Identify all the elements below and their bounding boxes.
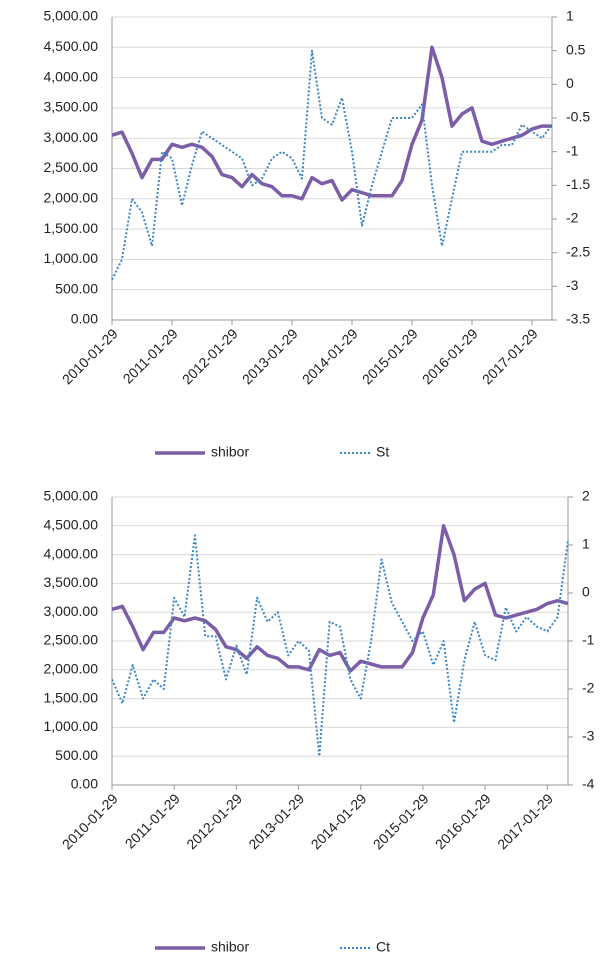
y2-tick-label: -3.5	[566, 311, 590, 327]
y2-tick-label: -1.5	[566, 176, 590, 192]
y-tick-label: 0.00	[71, 311, 98, 327]
y2-tick-label: -2.5	[566, 243, 590, 259]
y2-tick-label: 2	[582, 488, 590, 504]
y2-tick-label: -0.5	[566, 109, 590, 125]
x-tick-label: 2014-01-29	[308, 790, 370, 852]
x-tick-label: 2013-01-29	[239, 325, 301, 387]
series-line	[111, 45, 552, 202]
y2-tick-label: -2	[566, 210, 579, 226]
y-tick-label: 0.00	[71, 776, 98, 792]
y2-tick-label: 0	[566, 75, 574, 91]
x-tick-label: 2010-01-29	[59, 325, 121, 387]
x-tick-label: 2017-01-29	[479, 325, 541, 387]
y2-tick-label: 1	[566, 8, 574, 24]
x-tick-label: 2017-01-29	[494, 790, 556, 852]
y2-tick-label: -3	[566, 277, 579, 293]
x-tick-label: 2012-01-29	[179, 325, 241, 387]
y-tick-label: 2,500.00	[44, 159, 99, 175]
x-tick-label: 2012-01-29	[183, 790, 245, 852]
y2-tick-label: -1	[566, 142, 579, 158]
y-tick-label: 4,500.00	[44, 517, 99, 533]
y-tick-label: 1,500.00	[44, 220, 99, 236]
y-tick-label: 4,000.00	[44, 545, 99, 561]
y2-tick-label: -3	[582, 728, 595, 744]
y2-tick-label: -4	[582, 776, 595, 792]
x-tick-label: 2015-01-29	[359, 325, 421, 387]
y-tick-label: 5,000.00	[44, 8, 99, 24]
series-line	[111, 534, 569, 758]
y-tick-label: 3,500.00	[44, 99, 99, 115]
y2-tick-label: 0	[582, 584, 590, 600]
y-tick-label: 500.00	[55, 280, 98, 296]
y-tick-label: 2,500.00	[44, 632, 99, 648]
y-tick-label: 2,000.00	[44, 661, 99, 677]
x-tick-label: 2016-01-29	[419, 325, 481, 387]
y2-tick-label: -2	[582, 680, 595, 696]
y-tick-label: 1,000.00	[44, 718, 99, 734]
y-tick-label: 4,500.00	[44, 38, 99, 54]
x-tick-label: 2011-01-29	[122, 790, 183, 851]
y2-tick-label: 0.5	[566, 41, 586, 57]
y-tick-label: 1,000.00	[44, 250, 99, 266]
x-tick-label: 2013-01-29	[245, 790, 307, 852]
y-tick-label: 1,500.00	[44, 689, 99, 705]
legend-label: Ct	[376, 939, 390, 955]
x-tick-label: 2014-01-29	[299, 325, 361, 387]
x-tick-label: 2011-01-29	[120, 325, 181, 386]
series-line	[111, 49, 553, 281]
y-tick-label: 3,000.00	[44, 603, 99, 619]
y-tick-label: 4,000.00	[44, 68, 99, 84]
legend-label: shibor	[211, 939, 249, 955]
x-tick-label: 2010-01-29	[59, 790, 121, 852]
x-tick-label: 2015-01-29	[370, 790, 432, 852]
y-tick-label: 500.00	[55, 747, 98, 763]
y2-tick-label: 1	[582, 536, 590, 552]
legend-label: shibor	[211, 444, 249, 460]
y-tick-label: 2,000.00	[44, 190, 99, 206]
x-tick-label: 2016-01-29	[432, 790, 494, 852]
legend-label: St	[376, 444, 389, 460]
series-line	[111, 524, 569, 673]
y-tick-label: 5,000.00	[44, 488, 99, 504]
y2-tick-label: -1	[582, 632, 595, 648]
y-tick-label: 3,500.00	[44, 574, 99, 590]
y-tick-label: 3,000.00	[44, 129, 99, 145]
